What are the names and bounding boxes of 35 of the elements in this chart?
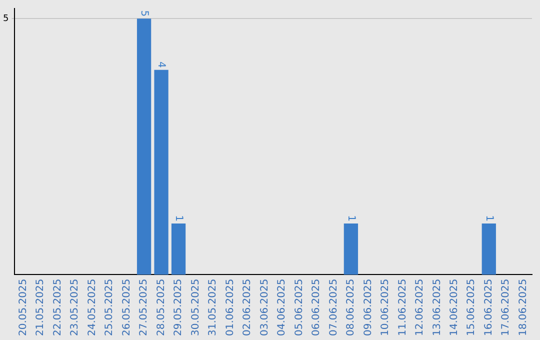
- x-tick-label: 01.06.2025: [224, 278, 236, 336]
- x-tick-label: 03.06.2025: [259, 278, 270, 336]
- x-tick-label: 26.05.2025: [121, 278, 132, 336]
- x-tick-label: 14.06.2025: [449, 278, 460, 336]
- data-label: 1: [483, 215, 494, 222]
- x-tick-label: 15.06.2025: [466, 278, 478, 336]
- x-tick-label: 04.06.2025: [276, 278, 288, 336]
- data-label: 1: [172, 215, 184, 222]
- x-tick-label: 28.05.2025: [156, 278, 167, 336]
- x-tick-label: 11.06.2025: [397, 278, 408, 336]
- x-tick-label: 27.05.2025: [138, 278, 150, 336]
- x-tick-label: 05.06.2025: [294, 278, 305, 336]
- x-tick-label: 21.05.2025: [35, 278, 46, 336]
- x-tick-label: 25.05.2025: [104, 278, 116, 336]
- x-tick-label: 07.06.2025: [328, 278, 340, 336]
- x-tick-label: 24.05.2025: [86, 278, 98, 336]
- x-tick-label: 22.05.2025: [52, 278, 64, 336]
- x-tick-label: 06.06.2025: [311, 278, 322, 336]
- x-tick-label: 12.06.2025: [414, 278, 426, 336]
- x-tick-label: 13.06.2025: [432, 278, 443, 336]
- x-tick-label: 29.05.2025: [173, 278, 184, 336]
- x-tick-label: 08.06.2025: [346, 278, 357, 336]
- data-label: 4: [156, 61, 167, 68]
- x-tick-label: 16.06.2025: [483, 278, 494, 336]
- x-tick-label: 23.05.2025: [70, 278, 81, 336]
- x-tick-label: 10.06.2025: [380, 278, 392, 336]
- x-tick-label: 31.05.2025: [208, 278, 219, 336]
- x-tick-label: 09.06.2025: [362, 278, 374, 336]
- x-tick-label: 17.06.2025: [500, 278, 512, 336]
- x-tick-label: 30.05.2025: [190, 278, 202, 336]
- data-label: 1: [345, 215, 356, 222]
- x-tick-label: 18.06.2025: [518, 278, 529, 336]
- x-tick-label: 02.06.2025: [242, 278, 254, 336]
- x-tick-label: 20.05.2025: [18, 278, 29, 336]
- data-label: 5: [138, 10, 150, 17]
